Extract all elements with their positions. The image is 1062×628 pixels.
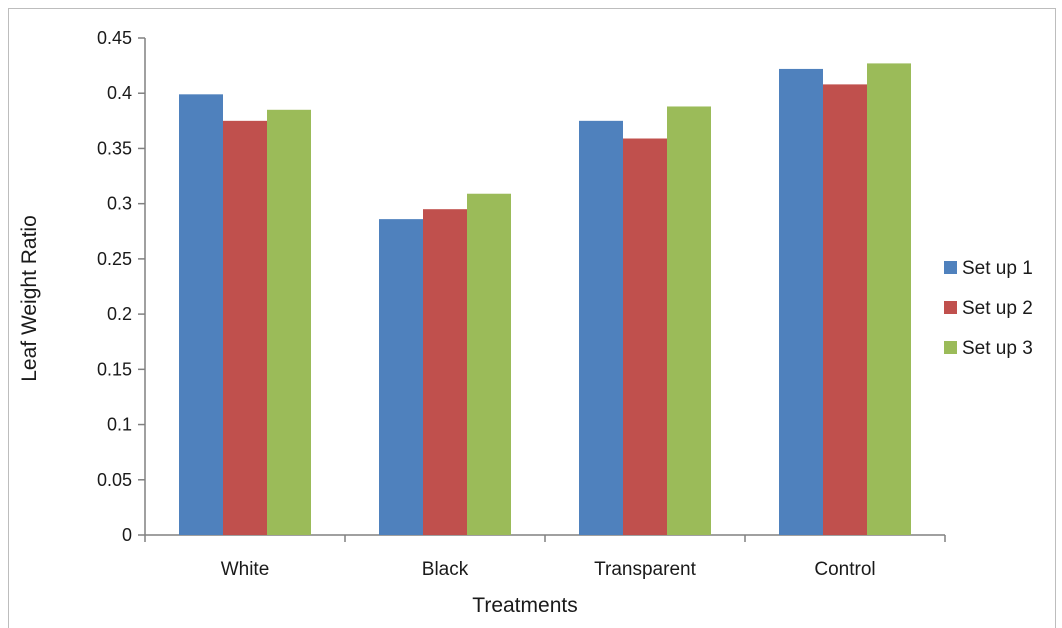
y-axis-title: Leaf Weight Ratio [18, 215, 41, 382]
chart-frame [8, 8, 1056, 628]
y-tick-label: 0 [122, 525, 132, 545]
bar [623, 138, 667, 535]
bar [579, 120, 623, 535]
x-category-label: Control [814, 559, 875, 580]
legend-swatch [944, 341, 957, 354]
bar [423, 209, 467, 535]
bar [267, 109, 311, 536]
y-tick-label: 0.3 [107, 194, 132, 214]
bar [867, 63, 911, 535]
legend-label: Set up 3 [962, 338, 1033, 359]
bar [379, 219, 423, 535]
x-category-label: Black [422, 559, 469, 580]
legend-label: Set up 2 [962, 298, 1033, 319]
x-category-label: Transparent [594, 559, 696, 580]
x-axis-title: Treatments [472, 594, 577, 617]
bar [223, 120, 267, 535]
legend: Set up 1 Set up 2 Set up 3 [944, 258, 1033, 359]
bar [179, 94, 223, 536]
y-tick-label: 0.05 [97, 470, 132, 490]
bar [467, 193, 511, 535]
y-axis: 0 0.05 0.1 0.15 0.2 0.25 0.3 0.35 0.4 0.45 [97, 28, 146, 545]
y-tick-label: 0.4 [107, 83, 132, 103]
x-axis: White Black Transparent Control [144, 534, 946, 580]
bars [179, 63, 911, 536]
y-tick-label: 0.35 [97, 138, 132, 158]
y-tick-label: 0.2 [107, 304, 132, 324]
legend-swatch [944, 301, 957, 314]
bar [667, 106, 711, 535]
y-tick-label: 0.45 [97, 28, 132, 48]
bar [823, 84, 867, 536]
y-tick-label: 0.1 [107, 415, 132, 435]
y-tick-label: 0.15 [97, 359, 132, 379]
y-tick-label: 0.25 [97, 249, 132, 269]
legend-label: Set up 1 [962, 258, 1033, 279]
bar [779, 68, 823, 536]
x-category-label: White [221, 559, 270, 580]
legend-swatch [944, 261, 957, 274]
